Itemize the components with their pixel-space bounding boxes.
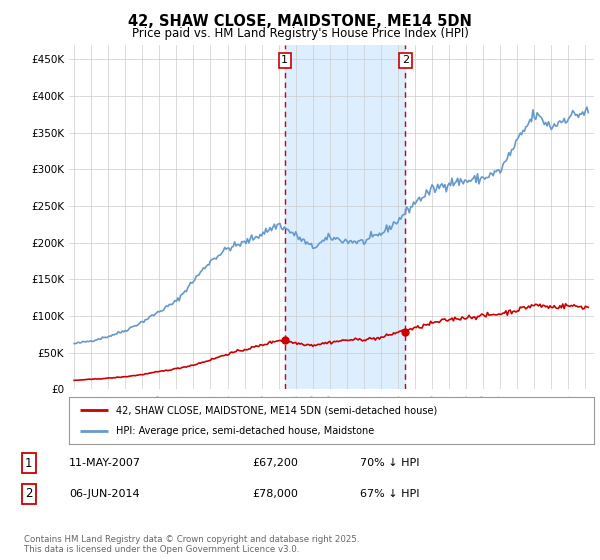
Text: 42, SHAW CLOSE, MAIDSTONE, ME14 5DN (semi-detached house): 42, SHAW CLOSE, MAIDSTONE, ME14 5DN (sem… [116, 405, 437, 415]
Text: Price paid vs. HM Land Registry's House Price Index (HPI): Price paid vs. HM Land Registry's House … [131, 27, 469, 40]
Text: 06-JUN-2014: 06-JUN-2014 [69, 489, 140, 499]
Text: 1: 1 [25, 456, 32, 470]
Text: £67,200: £67,200 [252, 458, 298, 468]
Bar [285, 45, 406, 389]
Text: 2: 2 [25, 487, 32, 501]
Text: 1: 1 [281, 55, 288, 66]
Text: 42, SHAW CLOSE, MAIDSTONE, ME14 5DN: 42, SHAW CLOSE, MAIDSTONE, ME14 5DN [128, 14, 472, 29]
Text: HPI: Average price, semi-detached house, Maidstone: HPI: Average price, semi-detached house,… [116, 426, 374, 436]
Text: 70% ↓ HPI: 70% ↓ HPI [360, 458, 419, 468]
Text: Contains HM Land Registry data © Crown copyright and database right 2025.
This d: Contains HM Land Registry data © Crown c… [24, 535, 359, 554]
Text: 11-MAY-2007: 11-MAY-2007 [69, 458, 141, 468]
Text: 67% ↓ HPI: 67% ↓ HPI [360, 489, 419, 499]
Text: £78,000: £78,000 [252, 489, 298, 499]
Text: 2: 2 [402, 55, 409, 66]
